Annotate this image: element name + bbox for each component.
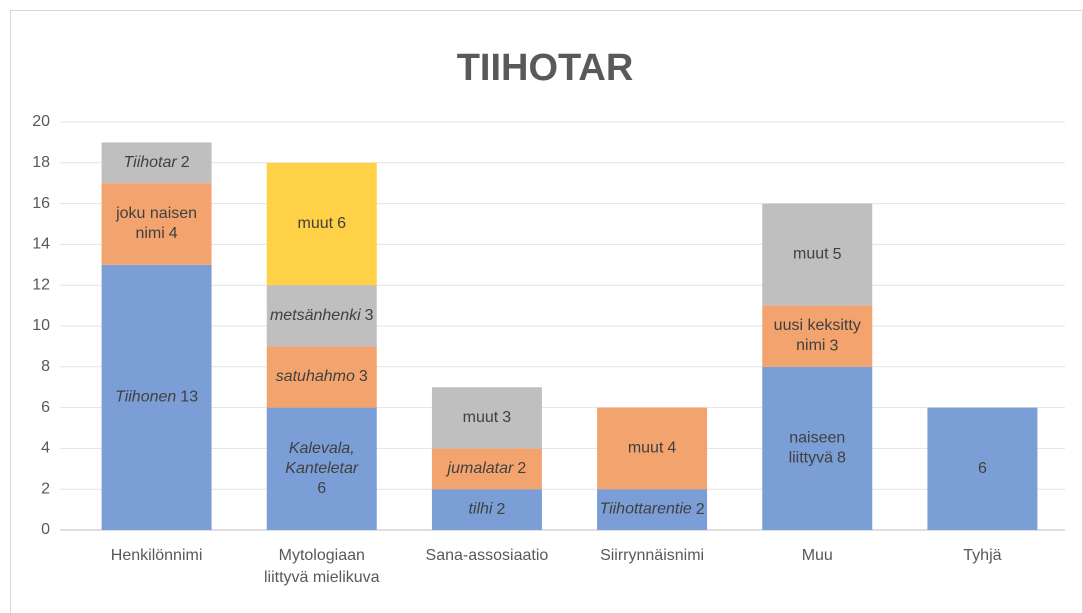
data-label: 8	[837, 450, 846, 467]
data-label: 5	[833, 246, 842, 263]
y-tick-label: 16	[32, 195, 50, 212]
bar-segment	[762, 305, 873, 367]
segment-name-line: muut	[793, 246, 829, 263]
x-tick-line: Tyhjä	[963, 547, 1001, 564]
bar-segment	[101, 183, 212, 265]
segment-name: joku naisen nimi	[115, 205, 197, 242]
data-label: 2	[696, 501, 705, 518]
bar-segment	[101, 264, 212, 530]
data-label: 3	[829, 337, 838, 354]
segment-name-line: liittyvä	[789, 450, 834, 467]
y-tick-label: 10	[32, 317, 50, 334]
segment-name: muut	[793, 246, 829, 263]
x-tick-line: Siirrynnäisnimi	[600, 547, 704, 564]
segment-name: jumalatar	[446, 460, 514, 477]
data-label: 3	[359, 368, 368, 385]
bar-segment	[266, 407, 377, 530]
bar-segment	[597, 489, 708, 530]
segment-name-line: Kalevala,	[289, 440, 355, 457]
segment-name-line: metsänhenki	[270, 307, 361, 324]
segment-name: naiseen liittyvä	[789, 430, 846, 467]
y-tick-label: 2	[41, 480, 50, 497]
data-label: 6	[978, 460, 987, 477]
x-tick-label: Tyhjä	[963, 547, 1001, 564]
segment-name: muut	[463, 409, 499, 426]
data-label: 2	[517, 460, 526, 477]
segment-name-line: Kanteletar	[285, 460, 359, 477]
y-tick-label: 18	[32, 154, 50, 171]
data-label: 4	[667, 440, 676, 457]
segment-name: Tiihottarentie	[599, 501, 691, 518]
data-label: 6	[337, 215, 346, 232]
x-tick-label: Siirrynnäisnimi	[600, 547, 704, 564]
segment-name-line: Tiihotar	[124, 154, 178, 171]
x-tick-line: Muu	[802, 547, 833, 564]
x-tick-label: Henkilönnimi	[111, 547, 203, 564]
segment-name-line: joku naisen	[115, 205, 197, 222]
data-label: 2	[181, 154, 190, 171]
chart-title: TIIHOTAR	[457, 47, 634, 89]
x-tick-label: Muu	[802, 547, 833, 564]
bar-segment	[597, 407, 708, 490]
segment-name: muut	[298, 215, 334, 232]
data-label: 4	[169, 225, 178, 242]
y-tick-label: 12	[32, 276, 50, 293]
x-tick-line: Sana-assosiaatio	[426, 547, 549, 564]
segment-name-line: tilhi	[468, 501, 492, 518]
y-tick-label: 20	[32, 113, 50, 130]
segment-name-line: nimi	[135, 225, 164, 242]
y-tick-label: 8	[41, 358, 50, 375]
bar-segment	[431, 387, 542, 449]
x-tick-line: Mytologiaan	[279, 547, 365, 564]
bar-segment	[431, 448, 542, 490]
segment-name: satuhahmo	[276, 368, 355, 385]
bar-segment	[266, 346, 377, 408]
segment-name-line: muut	[463, 409, 499, 426]
bar-segment	[927, 407, 1038, 530]
x-tick-line: Henkilönnimi	[111, 547, 203, 564]
segment-name-line: nimi	[796, 337, 825, 354]
segment-name-line: Tiihonen	[115, 389, 176, 406]
y-tick-label: 14	[32, 236, 50, 253]
segment-name: uusi keksitty nimi	[774, 317, 861, 354]
segment-name: muut	[628, 440, 664, 457]
x-tick-label: Sana-assosiaatio	[426, 547, 549, 564]
bar-segment	[762, 366, 873, 530]
bar-segment	[266, 162, 377, 286]
data-label: 3	[502, 409, 511, 426]
segment-name-line: Tiihottarentie	[599, 501, 691, 518]
segment-name-line: jumalatar	[446, 460, 514, 477]
bar-segment	[266, 285, 377, 347]
bar-segment	[431, 489, 542, 530]
x-tick-label: Mytologiaan liittyvä mielikuva	[264, 547, 380, 586]
y-tick-label: 6	[41, 399, 50, 416]
bar-segment	[101, 142, 212, 184]
segment-name: Kalevala, Kanteletar	[285, 440, 359, 477]
segment-name-line: uusi keksitty	[774, 317, 861, 334]
segment-name-line: satuhahmo	[276, 368, 355, 385]
bar-segment	[762, 203, 873, 306]
y-tick-label: 4	[41, 440, 50, 457]
segment-name-line: muut	[298, 215, 334, 232]
data-label: 13	[180, 389, 198, 406]
segment-name: metsänhenki	[270, 307, 361, 324]
segment-name: tilhi	[468, 501, 492, 518]
data-label: 6	[317, 480, 326, 497]
segment-name-line: naiseen	[789, 430, 845, 447]
segment-name: Tiihotar	[124, 154, 178, 171]
x-tick-line: liittyvä mielikuva	[264, 569, 380, 586]
segment-name-line: muut	[628, 440, 664, 457]
data-label: 3	[365, 307, 374, 324]
segment-name: Tiihonen	[115, 389, 176, 406]
data-label: 2	[496, 501, 505, 518]
y-tick-label: 0	[41, 521, 50, 538]
